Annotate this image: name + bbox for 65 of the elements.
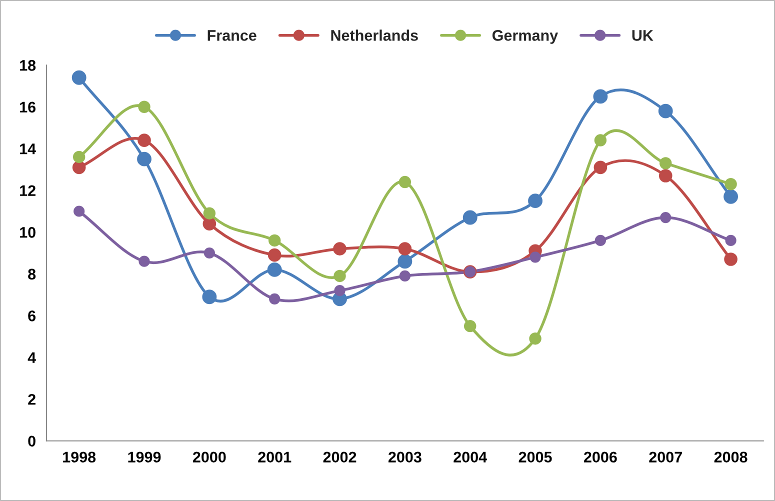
point — [72, 70, 86, 85]
x-tick-label: 2002 — [323, 452, 356, 463]
point — [74, 206, 85, 217]
point — [268, 248, 282, 262]
x-tick-label: 2007 — [649, 452, 682, 463]
y-tick-label: 14 — [20, 144, 36, 154]
point — [464, 320, 476, 332]
y-tick-label: 18 — [20, 60, 36, 71]
point — [658, 169, 672, 182]
point — [137, 152, 152, 166]
y-tick-label: 0 — [28, 436, 36, 447]
point — [72, 150, 86, 164]
point — [724, 178, 737, 190]
x-tick-label: 2006 — [584, 452, 617, 463]
y-tick-label: 2 — [28, 394, 36, 405]
point — [594, 160, 608, 174]
point — [462, 210, 478, 225]
point — [530, 252, 541, 263]
x-tick-label: 2001 — [258, 452, 292, 463]
x-tick-label: 1999 — [128, 452, 161, 463]
point — [138, 134, 151, 147]
point — [529, 332, 542, 345]
x-tick-label: 2008 — [714, 452, 748, 463]
x-tick-label: 2005 — [518, 452, 552, 463]
point — [138, 100, 150, 113]
point — [267, 262, 282, 277]
point — [138, 256, 150, 267]
legend-label: France — [208, 30, 256, 41]
point — [399, 270, 410, 282]
point — [72, 160, 86, 174]
point — [269, 293, 280, 304]
x-tick-label: 1998 — [63, 452, 96, 463]
point — [528, 194, 542, 208]
y-tick-label: 12 — [20, 185, 36, 196]
point — [334, 285, 346, 296]
legend-label: Germany — [492, 30, 558, 44]
point — [398, 254, 412, 269]
point — [398, 242, 412, 256]
point — [660, 212, 672, 224]
point — [398, 176, 412, 188]
y-tick-label: 6 — [28, 310, 36, 322]
point — [202, 217, 216, 230]
point — [594, 134, 607, 146]
point — [594, 234, 606, 246]
y-tick-label: 8 — [28, 268, 36, 280]
point — [658, 104, 673, 118]
point — [660, 157, 672, 170]
point — [333, 242, 346, 256]
point — [268, 234, 281, 247]
point — [202, 290, 217, 304]
y-tick-label: 16 — [20, 102, 36, 113]
point — [593, 89, 608, 104]
point — [724, 252, 738, 266]
point — [203, 207, 216, 220]
legend-label: UK — [632, 30, 654, 41]
point — [334, 270, 346, 282]
x-tick-label: 2004 — [454, 452, 488, 463]
x-tick-label: 2003 — [388, 452, 422, 463]
x-tick-label: 2000 — [192, 452, 226, 463]
point — [724, 189, 738, 204]
y-tick-label: 4 — [28, 352, 36, 363]
y-tick-label: 10 — [20, 227, 36, 238]
legend-label: Netherlands — [331, 30, 418, 41]
point — [204, 247, 215, 259]
point — [725, 234, 736, 246]
